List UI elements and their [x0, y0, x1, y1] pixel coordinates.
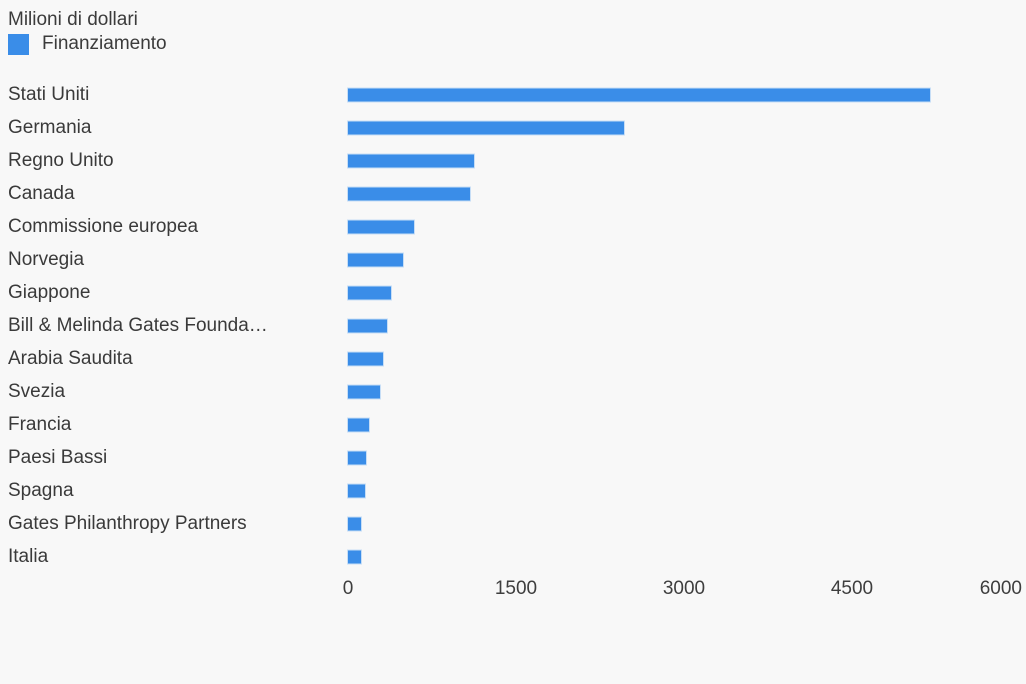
bar-segment[interactable] [346, 252, 404, 267]
chart-row: Spagna [0, 474, 1026, 507]
category-label: Svezia [8, 380, 66, 402]
x-axis: 0 1500 3000 4500 6000 [0, 573, 1026, 603]
category-label: Commissione europea [8, 215, 199, 237]
bar-segment[interactable] [346, 417, 370, 432]
bar-segment[interactable] [346, 186, 471, 201]
bar-segment[interactable] [346, 87, 931, 102]
legend: Finanziamento [8, 33, 167, 55]
bar-segment[interactable] [346, 450, 367, 465]
x-axis-tick-label: 4500 [830, 578, 874, 599]
category-label: Bill & Melinda Gates Founda… [8, 314, 268, 336]
x-axis-tick-label: 0 [342, 578, 354, 599]
chart-title: Milioni di dollari [8, 9, 138, 30]
bar-segment[interactable] [346, 384, 381, 399]
bar-segment[interactable] [346, 318, 388, 333]
bar-segment[interactable] [346, 120, 626, 135]
chart-row: Norvegia [0, 243, 1026, 276]
category-label: Gates Philanthropy Partners [8, 512, 247, 534]
category-label: Italia [8, 545, 49, 567]
category-label: Regno Unito [8, 149, 114, 171]
category-label: Norvegia [8, 248, 85, 270]
legend-swatch-finanziamento [8, 33, 29, 55]
x-axis-tick-label: 3000 [662, 578, 706, 599]
chart-row: Commissione europea [0, 210, 1026, 243]
chart-row: Germania [0, 111, 1026, 144]
bar-segment[interactable] [346, 285, 392, 300]
legend-label-finanziamento: Finanziamento [42, 33, 167, 54]
category-label: Spagna [8, 479, 74, 501]
chart-rows: Stati Uniti Germania Regno Unito Canada Comm… [0, 78, 1026, 573]
bar-segment[interactable] [346, 219, 415, 234]
chart-row: Svezia [0, 375, 1026, 408]
category-label: Francia [8, 413, 72, 435]
bar-segment[interactable] [346, 351, 384, 366]
chart-row: Bill & Melinda Gates Founda… [0, 309, 1026, 342]
category-label: Canada [8, 182, 75, 204]
chart-row: Giappone [0, 276, 1026, 309]
category-label: Paesi Bassi [8, 446, 108, 468]
category-label: Stati Uniti [8, 83, 90, 105]
chart-row: Italia [0, 540, 1026, 573]
bar-segment[interactable] [346, 549, 362, 564]
chart-row: Regno Unito [0, 144, 1026, 177]
bar-segment[interactable] [346, 516, 362, 531]
chart-row: Canada [0, 177, 1026, 210]
category-label: Arabia Saudita [8, 347, 133, 369]
chart-row: Paesi Bassi [0, 441, 1026, 474]
category-label: Giappone [8, 281, 91, 303]
chart-row: Gates Philanthropy Partners [0, 507, 1026, 540]
chart-row: Francia [0, 408, 1026, 441]
bar-segment[interactable] [346, 483, 366, 498]
x-axis-tick-label: 6000 [979, 578, 1022, 599]
x-axis-tick-label: 1500 [494, 578, 538, 599]
chart-row: Stati Uniti [0, 78, 1026, 111]
chart-row: Arabia Saudita [0, 342, 1026, 375]
bar-segment[interactable] [346, 153, 475, 168]
category-label: Germania [8, 116, 92, 138]
